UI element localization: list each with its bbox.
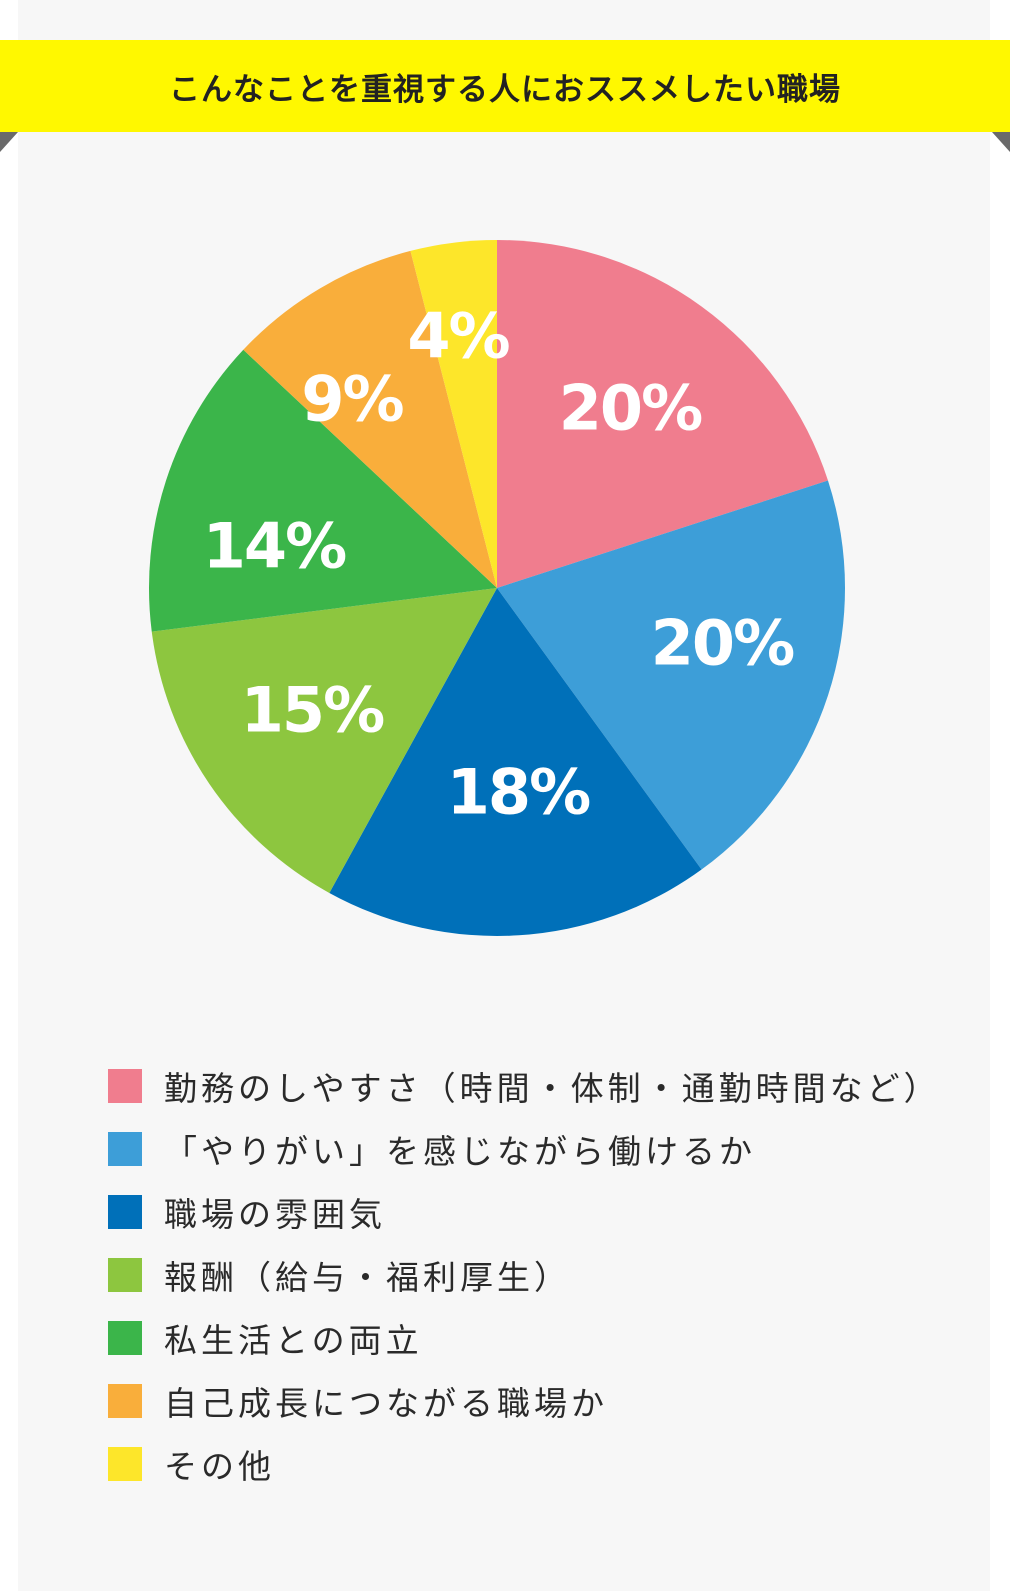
pie-slice-3	[329, 588, 702, 936]
legend-item-6: 自己成長につながる職場か	[108, 1369, 941, 1432]
pie-slice-label-1: 20%	[559, 372, 702, 445]
pie-chart: 20% 20% 18% 15% 14% 9%4%	[148, 240, 846, 936]
banner-fold-left	[0, 132, 18, 152]
legend-swatch	[108, 1194, 142, 1229]
pie-slice-label-5: 14%	[203, 510, 346, 583]
pie-slice-5	[148, 349, 497, 632]
legend-swatch	[108, 1446, 142, 1481]
legend-label: 私生活との両立	[164, 1320, 423, 1360]
pie-slice-4	[151, 588, 498, 893]
legend-item-2: 「やりがい」を感じながら働けるか	[108, 1117, 941, 1180]
pie-slice-2	[497, 480, 846, 870]
legend-label: その他	[164, 1446, 275, 1486]
legend-label: 自己成長につながる職場か	[164, 1383, 608, 1423]
legend-swatch	[108, 1068, 142, 1103]
banner-fold-right	[992, 132, 1010, 152]
chart-title: こんなことを重視する人におススメしたい職場	[169, 71, 841, 108]
legend-item-7: その他	[108, 1432, 941, 1495]
pie-slice-7	[410, 240, 497, 588]
legend-item-1: 勤務のしやすさ（時間・体制・通勤時間など）	[108, 1054, 941, 1117]
legend-item-4: 報酬（給与・福利厚生）	[108, 1243, 941, 1306]
pie-slice-label-2: 20%	[651, 607, 794, 680]
pie-slice-label-6: 9%	[301, 363, 403, 436]
legend-item-5: 私生活との両立	[108, 1306, 941, 1369]
pie-slice-6	[243, 250, 497, 588]
legend-label: 「やりがい」を感じながら働けるか	[164, 1131, 756, 1171]
pie-labels: 20% 20% 18% 15% 14% 9%4%	[203, 300, 796, 829]
pie-slice-label-7: 4%	[407, 300, 509, 373]
legend-item-3: 職場の雰囲気	[108, 1180, 941, 1243]
legend-swatch	[108, 1131, 142, 1166]
legend-label: 職場の雰囲気	[164, 1194, 386, 1234]
legend-swatch	[108, 1320, 142, 1355]
legend: 勤務のしやすさ（時間・体制・通勤時間など） 「やりがい」を感じながら働けるか 職場の…	[108, 1054, 941, 1495]
pie-slices	[148, 240, 846, 936]
title-banner: こんなことを重視する人におススメしたい職場	[0, 40, 1010, 132]
legend-label: 勤務のしやすさ（時間・体制・通勤時間など）	[164, 1068, 941, 1108]
pie-slice-label-3: 18%	[447, 756, 590, 829]
pie-slice-1	[497, 240, 828, 588]
legend-label: 報酬（給与・福利厚生）	[164, 1257, 571, 1297]
pie-slice-label-4: 15%	[241, 674, 384, 747]
legend-swatch	[108, 1383, 142, 1418]
legend-swatch	[108, 1257, 142, 1292]
